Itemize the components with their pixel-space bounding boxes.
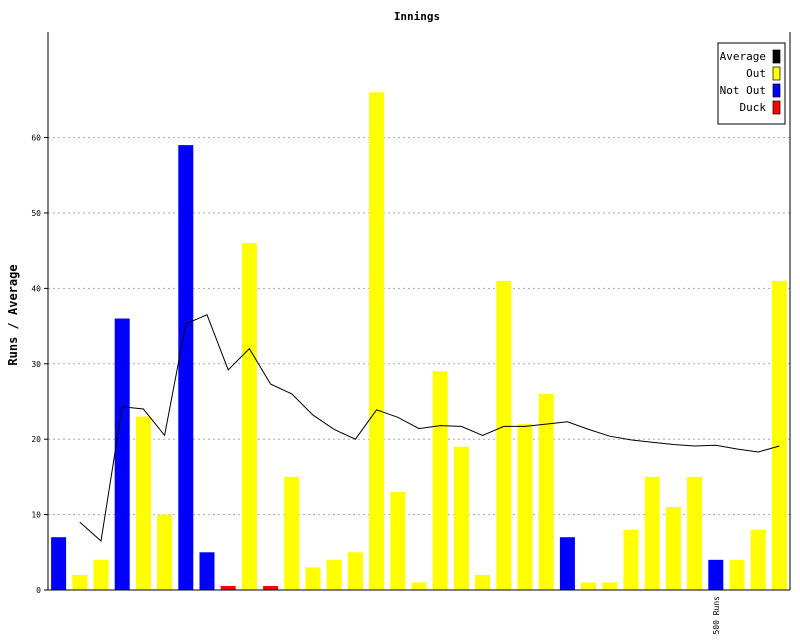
- bar-16: [369, 92, 385, 590]
- bar-10: [241, 243, 257, 590]
- axes: [47, 32, 791, 591]
- bar-25: [559, 537, 575, 590]
- y-tick-label: 10: [31, 511, 41, 520]
- chart-title: Innings: [394, 10, 440, 23]
- bar-29: [644, 476, 660, 590]
- bars: [51, 92, 787, 591]
- bar-26: [581, 582, 597, 590]
- bar-6: [157, 514, 173, 590]
- bar-2: [72, 574, 88, 590]
- bar-19: [432, 371, 448, 590]
- legend-label: Duck: [740, 101, 767, 114]
- legend-swatch: [772, 83, 781, 98]
- bar-11: [263, 586, 279, 590]
- bar-28: [623, 529, 639, 590]
- grid-lines: [48, 137, 790, 516]
- bar-18: [411, 582, 427, 590]
- bar-30: [665, 507, 681, 590]
- y-tick-label: 60: [31, 134, 41, 143]
- average-line-layer: [79, 314, 780, 542]
- bar-17: [390, 491, 406, 590]
- bar-5: [135, 416, 151, 590]
- bar-7: [178, 145, 194, 591]
- bar-23: [517, 424, 533, 590]
- y-tick-label: 20: [31, 435, 41, 444]
- bar-15: [347, 552, 363, 590]
- bar-34: [750, 529, 766, 590]
- legend-swatch: [772, 66, 781, 81]
- bar-24: [538, 393, 554, 590]
- y-axis-label: Runs / Average: [6, 264, 20, 365]
- bar-3: [93, 559, 109, 590]
- bar-27: [602, 582, 618, 590]
- y-tick-label: 0: [36, 586, 41, 595]
- y-tick-label: 30: [31, 360, 41, 369]
- bar-31: [687, 476, 703, 590]
- bar-1: [51, 537, 67, 590]
- y-ticks: 0 10 20 30 40 50 60: [31, 134, 48, 595]
- annotations: 500 Runs: [712, 596, 721, 635]
- bar-14: [326, 559, 342, 590]
- bar-33: [729, 559, 745, 590]
- bar-22: [496, 280, 512, 590]
- bar-8: [199, 552, 215, 590]
- y-tick-label: 40: [31, 284, 41, 293]
- milestone-label: 500 Runs: [712, 596, 721, 635]
- bar-4: [114, 318, 130, 590]
- bar-13: [305, 567, 321, 590]
- bar-35: [771, 280, 787, 590]
- bar-20: [453, 446, 469, 590]
- legend-label: Not Out: [720, 84, 766, 97]
- bar-32: [708, 559, 724, 590]
- legend-label: Average: [720, 50, 766, 63]
- legend: Average Out Not Out Duck: [717, 42, 786, 125]
- bar-12: [284, 476, 300, 590]
- legend-label: Out: [746, 67, 766, 80]
- legend-swatch: [772, 100, 781, 115]
- legend-swatch: [772, 49, 781, 64]
- average-line: [79, 314, 780, 542]
- y-tick-label: 50: [31, 209, 41, 218]
- bar-21: [475, 574, 491, 590]
- bar-9: [220, 586, 236, 590]
